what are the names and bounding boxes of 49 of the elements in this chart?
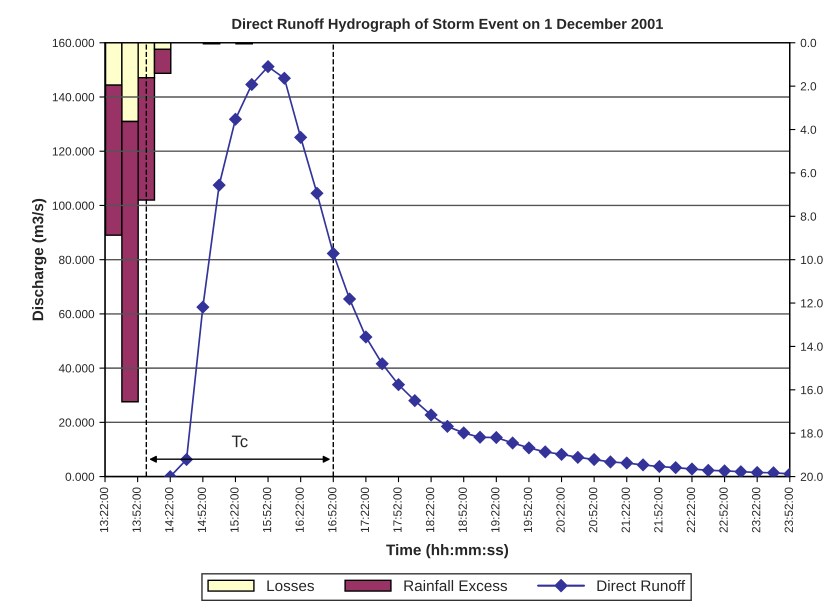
y2-tick-label: 6.0 bbox=[800, 168, 816, 178]
x-tick-label: 14:52:00 bbox=[198, 487, 206, 532]
y2-tick-label: 12.0 bbox=[801, 299, 823, 308]
y2-tick-label: 20.0 bbox=[800, 472, 823, 481]
y2-tick-label: 2.0 bbox=[800, 82, 816, 91]
y2-tick-label: 14.0 bbox=[801, 342, 823, 351]
y-axis-title: Discharge (m3/s) bbox=[32, 198, 46, 320]
x-tick-label: 23:22:00 bbox=[752, 487, 760, 532]
y2-tick-label: 16.0 bbox=[801, 386, 823, 394]
annotation: Tc bbox=[232, 436, 248, 448]
y-tick-label: 100.000 bbox=[52, 201, 94, 210]
x-tick-label: 13:52:00 bbox=[132, 487, 141, 532]
legend-label: Direct Runoff bbox=[597, 580, 686, 592]
x-tick-label: 21:52:00 bbox=[654, 487, 663, 532]
x-tick-label: 17:52:00 bbox=[393, 487, 402, 532]
x-tick-label: 14:22:00 bbox=[165, 487, 174, 532]
x-tick-label: 20:22:00 bbox=[556, 487, 565, 532]
x-tick-label: 16:52:00 bbox=[328, 487, 336, 532]
y-tick-label: 20.000 bbox=[59, 418, 94, 427]
x-tick-label: 18:22:00 bbox=[426, 487, 434, 532]
x-tick-label: 17:22:00 bbox=[360, 487, 370, 532]
y2-tick-label: 18.0 bbox=[801, 429, 823, 438]
y-tick-label: 40.000 bbox=[58, 364, 94, 373]
x-tick-label: 23:52:00 bbox=[784, 487, 793, 532]
x-tick-label: 16:22:00 bbox=[295, 487, 304, 532]
x-tick-label: 22:22:00 bbox=[686, 487, 696, 532]
x-tick-label: 20:52:00 bbox=[588, 487, 598, 532]
chart-title: Direct Runoff Hydrograph of Storm Event on 1 December 2001 bbox=[232, 18, 663, 32]
x-tick-label: 15:22:00 bbox=[230, 487, 239, 532]
y-tick-label: 160.000 bbox=[52, 38, 94, 48]
x-axis-title: Time (hh:mm:ss) bbox=[386, 544, 508, 558]
y2-tick-label: 4.0 bbox=[800, 126, 816, 134]
y2-tick-label: 8.0 bbox=[800, 212, 816, 221]
x-tick-label: 19:22:00 bbox=[491, 487, 500, 532]
y-tick-label: 60.000 bbox=[59, 310, 94, 318]
legend-label: Losses bbox=[267, 580, 314, 592]
y-tick-label: 140.000 bbox=[52, 93, 94, 102]
legend-label: Rainfall Excess bbox=[404, 580, 508, 592]
x-tick-label: 15:52:00 bbox=[262, 487, 272, 532]
y-tick-label: 0.000 bbox=[66, 472, 94, 481]
x-tick-label: 21:22:00 bbox=[622, 487, 630, 532]
y2-tick-label: 10.0 bbox=[801, 256, 823, 264]
x-tick-label: 19:52:00 bbox=[524, 487, 532, 532]
y-tick-label: 120.000 bbox=[52, 147, 94, 156]
x-tick-label: 22:52:00 bbox=[719, 487, 728, 532]
x-tick-label: 18:52:00 bbox=[458, 487, 467, 532]
x-tick-label: 13:22:00 bbox=[100, 487, 108, 532]
y-tick-label: 80.000 bbox=[59, 256, 94, 264]
y2-tick-label: 0.0 bbox=[800, 38, 816, 48]
